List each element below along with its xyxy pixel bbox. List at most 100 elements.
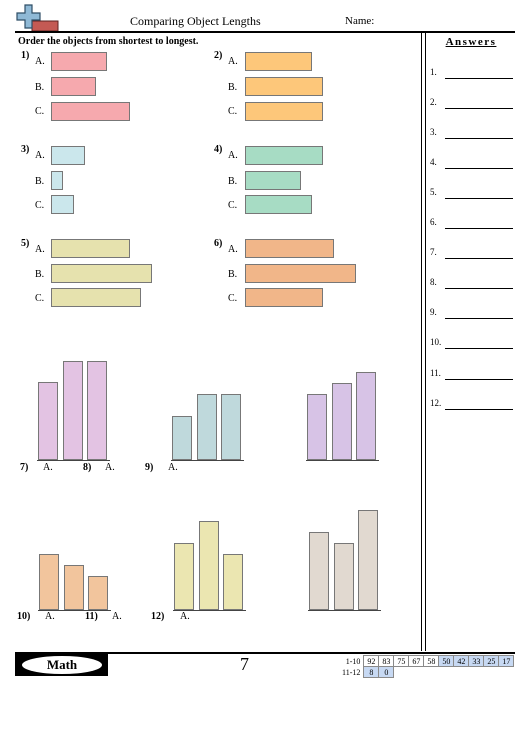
option-label: A. — [112, 611, 122, 622]
problem-number: 7) — [20, 462, 29, 473]
score-cell: 50 — [438, 655, 455, 667]
answer-number: 10. — [430, 337, 442, 347]
option-label: A. — [35, 56, 45, 67]
baseline — [308, 610, 381, 611]
option-label: C. — [228, 200, 238, 211]
score-cell: 8 — [363, 666, 380, 678]
problem-number: 2) — [214, 50, 223, 61]
header-rule — [15, 31, 515, 33]
answer-number: 5. — [430, 187, 437, 197]
problem-10-bars — [38, 505, 113, 612]
bar — [172, 416, 192, 460]
problem-number: 10) — [17, 611, 31, 622]
option-label: B. — [35, 176, 45, 187]
option-label: C. — [228, 293, 238, 304]
score-cell: 58 — [423, 655, 440, 667]
column-divider — [425, 33, 426, 651]
answer-line — [445, 318, 513, 319]
baseline — [173, 610, 246, 611]
option-label: A. — [43, 462, 53, 473]
bar-a — [245, 239, 334, 258]
bar-b — [245, 264, 356, 283]
score-cell: 83 — [378, 655, 395, 667]
score-row: 1-10 92 83 75 67 58 50 42 33 25 17 — [340, 655, 515, 667]
answer-field-6[interactable]: 6. — [430, 217, 516, 231]
option-label: A. — [228, 150, 238, 161]
bar-a — [245, 52, 312, 71]
option-label: A. — [45, 611, 55, 622]
bar — [63, 361, 83, 460]
problem-number: 3) — [21, 144, 30, 155]
problem-7-bars — [37, 355, 112, 462]
footer-rule — [15, 652, 515, 654]
option-label: A. — [35, 150, 45, 161]
answer-line — [445, 138, 513, 139]
option-label: C. — [35, 200, 45, 211]
problem-2: 2) A. B. C. — [211, 50, 381, 126]
problem-12-bars — [173, 505, 248, 612]
answer-field-1[interactable]: 1. — [430, 67, 516, 81]
bar-c — [51, 195, 74, 214]
problem-5: 5) A. B. C. — [18, 238, 188, 314]
option-label: B. — [35, 82, 45, 93]
score-cell: 33 — [468, 655, 485, 667]
problem-bars-taupe — [308, 505, 383, 612]
answer-line — [445, 198, 513, 199]
option-label: A. — [168, 462, 178, 473]
bar — [332, 383, 352, 460]
answer-field-2[interactable]: 2. — [430, 97, 516, 111]
score-cell: 42 — [453, 655, 470, 667]
answer-line — [445, 258, 513, 259]
bar-c — [245, 288, 323, 307]
baseline — [306, 460, 379, 461]
score-cell: 0 — [378, 666, 395, 678]
bar — [199, 521, 219, 610]
answer-field-11[interactable]: 11. — [430, 368, 516, 382]
answer-field-5[interactable]: 5. — [430, 187, 516, 201]
bar-a — [245, 146, 323, 165]
answer-field-10[interactable]: 10. — [430, 337, 516, 351]
bar — [223, 554, 243, 610]
option-label: A. — [228, 56, 238, 67]
bar-c — [51, 102, 130, 121]
answer-field-7[interactable]: 7. — [430, 247, 516, 261]
option-label: B. — [228, 82, 238, 93]
bar — [221, 394, 241, 460]
answer-number: 12. — [430, 398, 442, 408]
bar — [309, 532, 329, 610]
answer-field-3[interactable]: 3. — [430, 127, 516, 141]
bar-b — [51, 77, 96, 96]
option-label: C. — [35, 106, 45, 117]
problem-9-bars — [171, 355, 246, 462]
problem-3: 3) A. B. C. — [18, 144, 188, 220]
bar-a — [51, 146, 85, 165]
subject-label: Math — [22, 656, 102, 674]
bar — [174, 543, 194, 610]
score-cell: 75 — [393, 655, 410, 667]
score-table: 1-10 92 83 75 67 58 50 42 33 25 17 11-12… — [340, 655, 515, 678]
bar-c — [51, 288, 141, 307]
score-cell: 67 — [408, 655, 425, 667]
baseline — [38, 610, 111, 611]
bar-b — [51, 171, 63, 190]
name-label: Name: — [345, 15, 375, 27]
bar — [358, 510, 378, 610]
bar-b — [245, 171, 301, 190]
bar — [334, 543, 354, 610]
answer-field-4[interactable]: 4. — [430, 157, 516, 171]
option-label: C. — [35, 293, 45, 304]
problem-number: 8) — [83, 462, 92, 473]
problem-4: 4) A. B. C. — [211, 144, 381, 220]
problem-6: 6) A. B. C. — [211, 238, 381, 314]
answer-field-8[interactable]: 8. — [430, 277, 516, 291]
bar — [88, 576, 108, 610]
answer-field-12[interactable]: 12. — [430, 398, 516, 412]
answer-number: 7. — [430, 247, 437, 257]
option-label: A. — [105, 462, 115, 473]
answer-line — [445, 78, 513, 79]
answer-field-9[interactable]: 9. — [430, 307, 516, 321]
answer-number: 9. — [430, 307, 437, 317]
problem-number: 9) — [145, 462, 154, 473]
score-range: 1-10 — [345, 656, 361, 666]
logo — [15, 4, 60, 32]
